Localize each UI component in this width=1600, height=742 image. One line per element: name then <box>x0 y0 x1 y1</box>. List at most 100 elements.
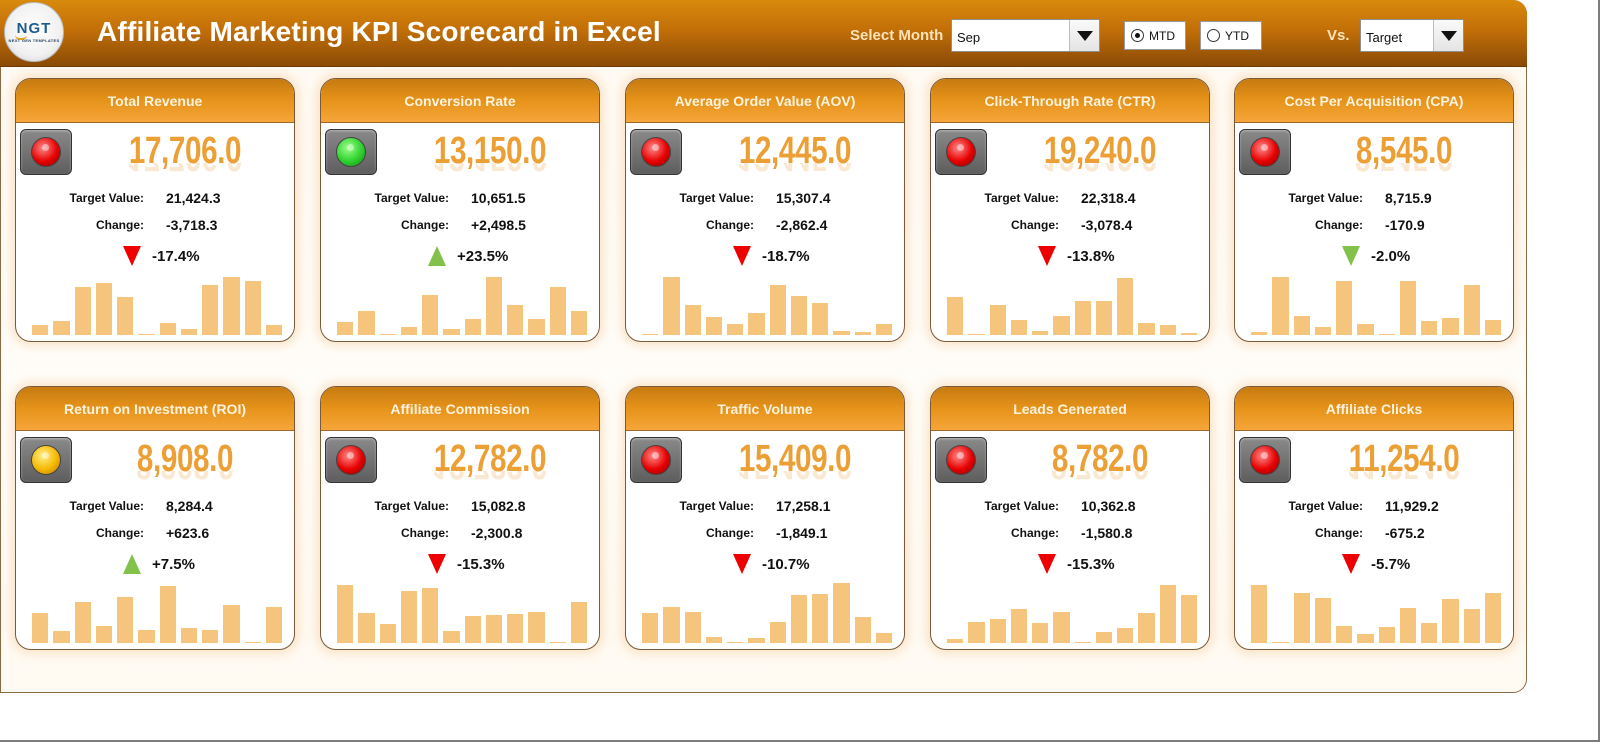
trend-bar <box>1463 285 1480 335</box>
trend-bar <box>947 297 964 335</box>
trend-bar <box>53 321 70 335</box>
trend-bar <box>833 583 850 643</box>
change-label: Change: <box>96 218 144 232</box>
month-dropdown-value: Sep <box>957 29 981 45</box>
status-light <box>325 437 377 483</box>
status-light-green-icon <box>336 137 366 167</box>
trend-bar <box>1484 593 1501 643</box>
radio-mtd[interactable]: MTD <box>1124 21 1186 50</box>
chevron-down-icon <box>1076 30 1093 41</box>
change-label: Change: <box>96 526 144 540</box>
month-dropdown[interactable]: Sep <box>951 19 1100 52</box>
trend-bar <box>570 602 587 643</box>
trend-bar <box>1095 632 1112 643</box>
change-label: Change: <box>1011 526 1059 540</box>
kpi-actual-value: 13,150.0 <box>433 130 547 172</box>
trend-bar <box>528 319 545 335</box>
target-value: 10,651.5 <box>471 190 526 206</box>
target-value: 8,715.9 <box>1385 190 1432 206</box>
trend-bar <box>684 612 701 643</box>
trend-bar <box>159 586 176 643</box>
target-value: 15,307.4 <box>776 190 831 206</box>
target-value: 22,318.4 <box>1081 190 1136 206</box>
kpi-actual-value: 15,409.0 <box>738 438 852 480</box>
radio-ytd[interactable]: YTD <box>1200 21 1262 50</box>
sheet-right-border <box>1598 0 1600 742</box>
trend-bar <box>1117 278 1134 335</box>
status-light <box>935 129 987 175</box>
change-percent: -5.7% <box>1371 556 1411 573</box>
trend-bar <box>642 334 659 335</box>
kpi-card-title: Leads Generated <box>931 387 1209 431</box>
page-title: Affiliate Marketing KPI Scorecard in Exc… <box>97 16 661 47</box>
trend-bar <box>358 613 375 643</box>
trend-bar <box>507 305 524 335</box>
change-value: -675.2 <box>1385 525 1425 541</box>
trend-bar <box>1336 626 1353 643</box>
trend-bar <box>223 605 240 643</box>
target-value: 21,424.3 <box>166 190 221 206</box>
kpi-actual-value: 8,782.0 <box>1051 438 1149 480</box>
kpi-value-reflection: 8,908.0 <box>100 471 270 485</box>
trend-down-icon <box>1038 246 1056 266</box>
header-bar: NGT NEXT GEN TEMPLATES Affiliate Marketi… <box>0 0 1527 67</box>
target-value: 11,929.2 <box>1385 498 1439 514</box>
trend-bar <box>358 311 375 335</box>
trend-bar <box>74 602 91 643</box>
trend-bar <box>1484 320 1501 335</box>
trend-bar-chart <box>1251 273 1501 335</box>
month-dropdown-button[interactable] <box>1069 20 1099 51</box>
trend-bar <box>1251 585 1268 643</box>
trend-bar <box>485 277 502 335</box>
trend-bar <box>1463 609 1480 643</box>
kpi-actual-value: 19,240.0 <box>1043 130 1157 172</box>
trend-bar <box>138 334 155 335</box>
trend-bar <box>705 637 722 643</box>
trend-bar <box>1159 325 1176 335</box>
trend-bar <box>485 615 502 643</box>
trend-bar <box>95 283 112 335</box>
vs-dropdown[interactable]: Target <box>1360 19 1464 52</box>
status-light-red-icon <box>336 445 366 475</box>
trend-bar <box>663 277 680 335</box>
status-light <box>1239 437 1291 483</box>
sheet-bottom-border <box>0 740 1600 742</box>
trend-bar <box>705 317 722 335</box>
target-value: 15,082.8 <box>471 498 526 514</box>
trend-bar <box>1442 599 1459 643</box>
trend-bar <box>875 324 892 335</box>
trend-bar <box>1159 585 1176 643</box>
change-percent: -15.3% <box>457 556 505 573</box>
trend-bar <box>1378 334 1395 335</box>
status-light-yellow-icon <box>31 445 61 475</box>
kpi-card: Conversion Rate 13,150.013,150.0 Target Va… <box>320 78 600 342</box>
trend-bar <box>244 281 261 335</box>
status-light <box>20 129 72 175</box>
change-percent: +7.5% <box>152 556 195 573</box>
change-percent: -2.0% <box>1371 248 1411 265</box>
vs-dropdown-button[interactable] <box>1433 20 1463 51</box>
change-label: Change: <box>401 526 449 540</box>
trend-bar <box>790 595 807 643</box>
change-percent: -15.3% <box>1067 556 1115 573</box>
trend-down-icon <box>1038 554 1056 574</box>
trend-bar <box>727 642 744 643</box>
trend-bar <box>507 614 524 643</box>
trend-bar <box>32 613 49 643</box>
trend-bar <box>1421 623 1438 643</box>
trend-bar-chart <box>32 581 282 643</box>
trend-bar <box>1357 634 1374 643</box>
trend-bar <box>968 334 985 335</box>
trend-up-icon <box>123 554 141 574</box>
trend-bar <box>32 325 49 335</box>
trend-bar <box>379 624 396 643</box>
trend-bar <box>117 597 134 643</box>
trend-bar-chart <box>642 273 892 335</box>
kpi-card: Leads Generated 8,782.08,782.0 Target Valu… <box>930 386 1210 650</box>
trend-bar <box>854 617 871 643</box>
status-light-red-icon <box>641 445 671 475</box>
trend-bar-chart <box>642 581 892 643</box>
change-value: -3,078.4 <box>1081 217 1133 233</box>
trend-bar <box>1180 595 1197 643</box>
trend-bar <box>1053 316 1070 335</box>
